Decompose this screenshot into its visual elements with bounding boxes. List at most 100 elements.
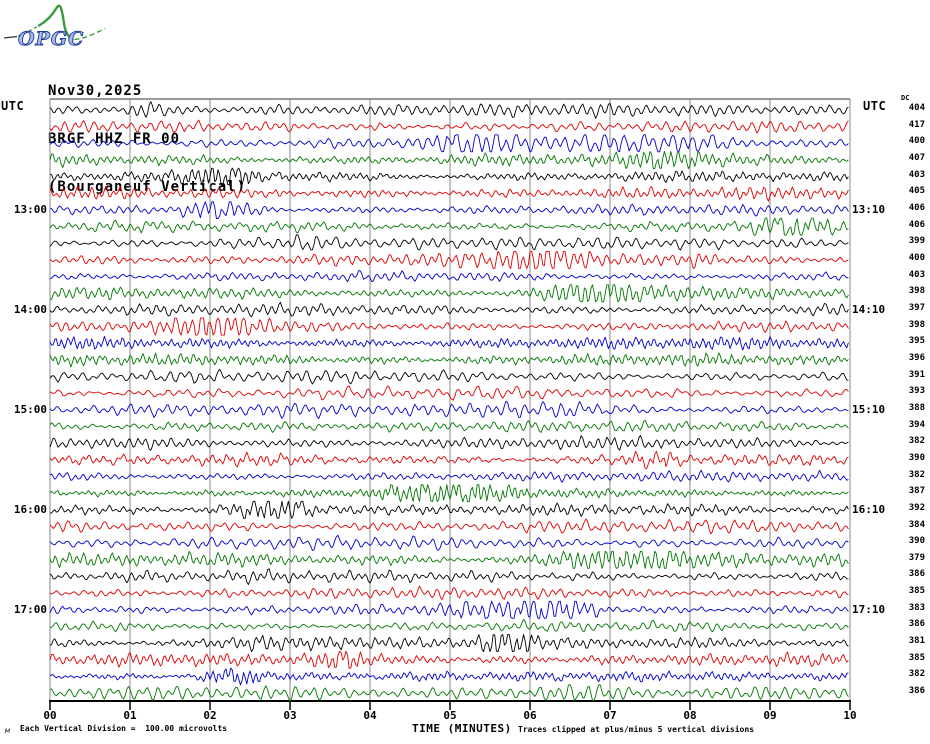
seismogram-trace-row-26 — [49, 534, 849, 551]
dc-value: 406 — [908, 219, 925, 230]
seismogram-trace-row-16 — [49, 368, 849, 385]
dc-value: 403 — [908, 169, 925, 180]
seismogram-trace-row-29 — [49, 585, 849, 600]
dc-value: 398 — [908, 319, 925, 330]
dc-value: 382 — [908, 669, 925, 680]
seismogram-trace-row-12 — [49, 301, 849, 318]
x-tick-label: 06 — [523, 709, 537, 722]
seismogram-trace-row-20 — [49, 434, 849, 451]
seismogram-trace-row-30 — [49, 600, 849, 619]
dc-value: 386 — [908, 686, 925, 697]
seismogram-trace-row-1 — [49, 119, 849, 134]
seismogram-trace-row-31 — [49, 618, 849, 633]
dc-value: 397 — [908, 302, 925, 313]
left-time-label: 13:00 — [13, 202, 47, 216]
dc-value: 407 — [908, 152, 925, 163]
seismogram-trace-row-8 — [49, 234, 849, 251]
dc-value: 417 — [908, 119, 925, 130]
dc-value: 400 — [908, 252, 925, 263]
dc-value: 398 — [908, 286, 925, 297]
plot-header: Nov30,2025 BRGF HHZ FR 00 (Bourganeuf Ve… — [48, 51, 246, 227]
dc-value: 400 — [908, 136, 925, 147]
seismogram-trace-row-6 — [49, 201, 849, 219]
seismogram-trace-row-28 — [49, 568, 849, 585]
left-time-label: 14:00 — [13, 302, 47, 316]
seismogram-trace-row-2 — [49, 134, 849, 153]
header-date: Nov30,2025 — [48, 83, 143, 99]
x-tick-label: 09 — [763, 709, 777, 722]
seismogram-trace-row-7 — [49, 217, 849, 236]
seismogram-trace-row-13 — [49, 317, 849, 336]
utc-header-left: UTC — [1, 99, 25, 113]
logo-dash-left — [3, 35, 18, 39]
seismogram-trace-row-15 — [49, 352, 849, 368]
seismogram-trace-row-9 — [49, 250, 849, 269]
dc-value: 396 — [908, 352, 925, 363]
x-tick-label: 03 — [283, 709, 297, 722]
seismogram-trace-row-17 — [49, 385, 849, 401]
x-tick-label: 04 — [363, 709, 377, 722]
seismogram-trace-row-24 — [49, 500, 849, 519]
right-time-label: 13:10 — [852, 202, 886, 216]
seismogram-trace-row-35 — [49, 684, 849, 702]
corner-mark: м — [5, 726, 10, 735]
dc-value: 379 — [908, 552, 925, 563]
left-time-label: 17:00 — [13, 602, 47, 616]
utc-header-right: UTC — [863, 99, 887, 113]
dc-value: 405 — [908, 186, 925, 197]
seismogram-trace-row-4 — [49, 167, 849, 186]
seismogram-trace-row-33 — [49, 650, 849, 669]
logo-dashed-tail — [74, 27, 106, 41]
dc-value: 390 — [908, 536, 925, 547]
x-tick-label: 02 — [203, 709, 217, 722]
dc-value: 403 — [908, 269, 925, 280]
seismogram-trace-row-0 — [49, 101, 849, 119]
dc-value: 381 — [908, 636, 925, 647]
seismogram-trace-row-22 — [49, 469, 849, 483]
dc-value: 394 — [908, 419, 925, 430]
seismogram-trace-row-3 — [49, 151, 849, 169]
left-time-label: 16:00 — [13, 502, 47, 516]
x-tick-label: 01 — [123, 709, 137, 722]
right-time-label: 14:10 — [852, 302, 886, 316]
dc-value: 382 — [908, 436, 925, 447]
dc-value: 390 — [908, 452, 925, 463]
left-time-label: 15:00 — [13, 402, 47, 416]
header-station: BRGF HHZ FR 00 — [48, 131, 181, 147]
logo-text: OPGC — [18, 28, 84, 50]
dc-value: 384 — [908, 519, 925, 530]
seismogram-trace-row-19 — [49, 419, 849, 433]
right-time-label: 15:10 — [852, 402, 886, 416]
dc-value: 386 — [908, 569, 925, 580]
seismogram-trace-row-23 — [49, 484, 849, 503]
dc-value: 386 — [908, 619, 925, 630]
seismogram-trace-row-32 — [49, 634, 849, 653]
dc-value: 399 — [908, 236, 925, 247]
dc-value: 391 — [908, 369, 925, 380]
x-tick-label: 05 — [443, 709, 457, 722]
right-time-label: 17:10 — [852, 602, 886, 616]
logo-dotted-rise — [17, 24, 40, 37]
vertical-division-note: Each Vertical Division = 100.00 microvol… — [20, 724, 228, 733]
seismogram-trace-row-21 — [49, 450, 849, 469]
dc-value: 392 — [908, 502, 925, 513]
x-tick-label: 00 — [43, 709, 57, 722]
x-tick-label: 08 — [683, 709, 697, 722]
x-axis-title: TIME (MINUTES) — [412, 722, 512, 735]
dc-value: 404 — [908, 103, 925, 113]
dc-value: 388 — [908, 402, 925, 413]
dc-value: 395 — [908, 336, 925, 347]
dc-value: 406 — [908, 202, 925, 213]
seismogram-trace-row-27 — [49, 550, 849, 569]
x-tick-label: 10 — [843, 709, 857, 722]
dc-value: 393 — [908, 386, 925, 397]
logo-peak-curve — [37, 4, 74, 41]
right-time-label: 16:10 — [852, 502, 886, 516]
header-location: (Bourganeuf Vertical) — [48, 179, 247, 195]
dc-value: 383 — [908, 602, 925, 613]
seismogram-trace-row-5 — [49, 185, 849, 202]
seismogram-trace-row-18 — [49, 400, 849, 419]
x-tick-label: 07 — [603, 709, 617, 722]
